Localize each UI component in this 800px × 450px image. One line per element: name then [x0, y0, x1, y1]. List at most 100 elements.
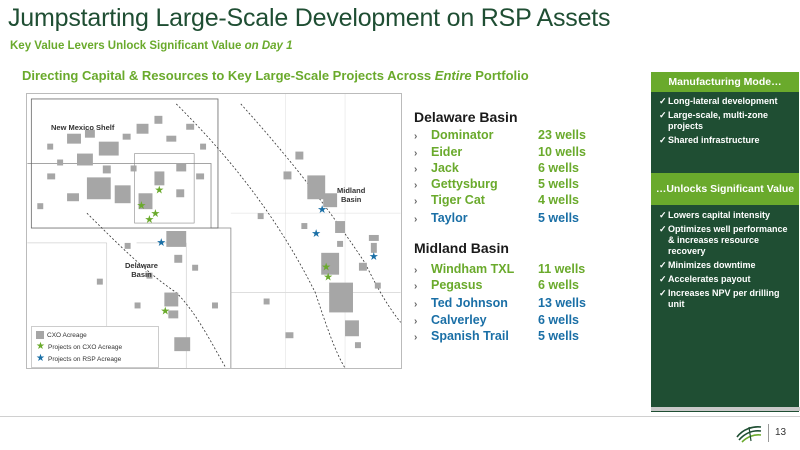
chevron-right-icon: › [414, 131, 418, 142]
checkmark-icon: ✓ [659, 224, 667, 234]
svg-text:★: ★ [137, 199, 147, 212]
project-name: Windham TXL [431, 262, 515, 276]
project-name: Gettysburg [431, 177, 498, 191]
checkmark-icon: ✓ [659, 210, 667, 220]
value-lever-item: ✓ Large-scale, multi-zone projects [659, 110, 795, 132]
svg-text:★: ★ [156, 236, 166, 249]
project-row: › Spanish Trail 5 wells [414, 329, 579, 345]
project-wells: 5 wells [538, 177, 579, 191]
subtitle-main: Key Value Levers Unlock Significant Valu… [10, 40, 245, 52]
chevron-right-icon: › [414, 265, 418, 276]
value-lever-text: Shared infrastructure [668, 135, 760, 145]
value-lever-item: ✓ Lowers capital intensity [659, 210, 795, 221]
midland-label-line-1: Midland [337, 186, 366, 195]
svg-text:★: ★ [317, 203, 327, 216]
manufacturing-mode-header: Manufacturing Mode… [651, 72, 799, 92]
project-wells: 5 wells [538, 211, 579, 225]
project-wells: 6 wells [538, 161, 579, 175]
map-graphic: ★★ ★★ ★★ ★ ★★ ★★ [27, 94, 401, 368]
slide-subtitle: Key Value Levers Unlock Significant Valu… [10, 40, 293, 52]
svg-text:★: ★ [154, 183, 164, 196]
svg-text:★: ★ [150, 207, 160, 220]
project-row: › Tiger Cat 4 wells [414, 193, 579, 209]
legend-cxo-label: Projects on CXO Acreage [48, 343, 123, 351]
project-name: Pegasus [431, 278, 483, 292]
section-heading: Directing Capital & Resources to Key Lar… [22, 68, 529, 83]
section-heading-main: Directing Capital & Resources to Key Lar… [22, 68, 435, 83]
midland-basin-title: Midland Basin [414, 240, 509, 256]
project-row: › Calverley 6 wells [414, 313, 579, 329]
value-lever-text: Lowers capital intensity [668, 210, 771, 220]
value-lever-text: Optimizes well performance & increases r… [668, 224, 788, 256]
chevron-right-icon: › [414, 164, 418, 175]
value-lever-item: ✓ Increases NPV per drilling unit [659, 288, 795, 310]
subtitle-emphasis: on Day 1 [244, 40, 293, 52]
project-row: › Jack 6 wells [414, 161, 579, 177]
chevron-right-icon: › [414, 196, 418, 207]
acreage-swatch-icon [36, 331, 44, 339]
project-wells: 11 wells [538, 262, 586, 276]
value-lever-item: ✓ Minimizes downtime [659, 260, 795, 271]
project-name: Taylor [431, 211, 468, 225]
project-wells: 10 wells [538, 145, 586, 159]
checkmark-icon: ✓ [659, 288, 667, 298]
project-row: › Dominator 23 wells [414, 128, 586, 144]
value-levers-panel: Manufacturing Mode… ✓ Long-lateral develo… [651, 72, 799, 412]
footer-separator [768, 424, 769, 442]
project-name: Calverley [431, 313, 487, 327]
value-lever-text: Large-scale, multi-zone projects [668, 110, 769, 131]
svg-text:★: ★ [145, 213, 155, 226]
chevron-right-icon: › [414, 332, 418, 343]
project-wells: 4 wells [538, 193, 579, 207]
midland-label-line-2: Basin [340, 194, 362, 204]
value-lever-text: Minimizes downtime [668, 260, 756, 270]
chevron-right-icon: › [414, 214, 418, 225]
project-name: Ted Johnson [431, 296, 508, 310]
project-name: Dominator [431, 128, 494, 142]
unlocks-value-header: …Unlocks Significant Value [651, 173, 799, 205]
chevron-right-icon: › [414, 316, 418, 327]
project-row: › Pegasus 6 wells [414, 278, 579, 294]
svg-text:★: ★ [160, 304, 170, 317]
svg-text:★: ★ [369, 250, 379, 263]
delaware-label-line-2: Basin [131, 269, 152, 279]
manufacturing-mode-list: ✓ Long-lateral development ✓ Large-scale, m… [651, 92, 799, 146]
legend-rsp-projects: ★ Projects on RSP Acreage [36, 353, 154, 365]
project-wells: 6 wells [538, 278, 579, 292]
svg-text:★: ★ [323, 271, 333, 284]
project-name: Tiger Cat [431, 193, 485, 207]
delaware-label-line-1: Delaware [125, 261, 158, 270]
checkmark-icon: ✓ [659, 274, 667, 284]
value-lever-text: Long-lateral development [668, 96, 778, 106]
chevron-right-icon: › [414, 148, 418, 159]
checkmark-icon: ✓ [659, 260, 667, 270]
value-lever-item: ✓ Long-lateral development [659, 96, 795, 107]
value-lever-text: Increases NPV per drilling unit [668, 288, 780, 309]
legend-rsp-label: Projects on RSP Acreage [48, 355, 122, 363]
svg-text:★: ★ [321, 261, 331, 274]
project-wells: 23 wells [538, 128, 586, 142]
map-legend: CXO Acreage ★ Projects on CXO Acreage ★ Pr… [31, 326, 159, 368]
value-lever-item: ✓ Accelerates payout [659, 274, 795, 285]
slide-title: Jumpstarting Large-Scale Development on … [8, 4, 611, 32]
company-logo-icon [736, 426, 762, 443]
chevron-right-icon: › [414, 299, 418, 310]
project-row: › Taylor 5 wells [414, 211, 579, 227]
project-name: Jack [431, 161, 459, 175]
blue-star-icon: ★ [36, 353, 45, 364]
midland-basin-label: Midland Basin [337, 186, 366, 204]
project-wells: 13 wells [538, 296, 586, 310]
legend-cxo-projects: ★ Projects on CXO Acreage [36, 341, 154, 353]
checkmark-icon: ✓ [659, 135, 667, 145]
project-row: › Gettysburg 5 wells [414, 177, 579, 193]
checkmark-icon: ✓ [659, 96, 667, 106]
chevron-right-icon: › [414, 180, 418, 191]
value-lever-item: ✓ Shared infrastructure [659, 135, 795, 146]
chevron-right-icon: › [414, 281, 418, 292]
legend-acreage-label: CXO Acreage [47, 331, 87, 339]
unlocks-value-list: ✓ Lowers capital intensity ✓ Optimizes well… [651, 205, 799, 310]
project-wells: 5 wells [538, 329, 579, 343]
section-heading-emphasis: Entire [434, 68, 472, 83]
legend-acreage: CXO Acreage [36, 329, 154, 341]
delaware-basin-title: Delaware Basin [414, 109, 518, 125]
